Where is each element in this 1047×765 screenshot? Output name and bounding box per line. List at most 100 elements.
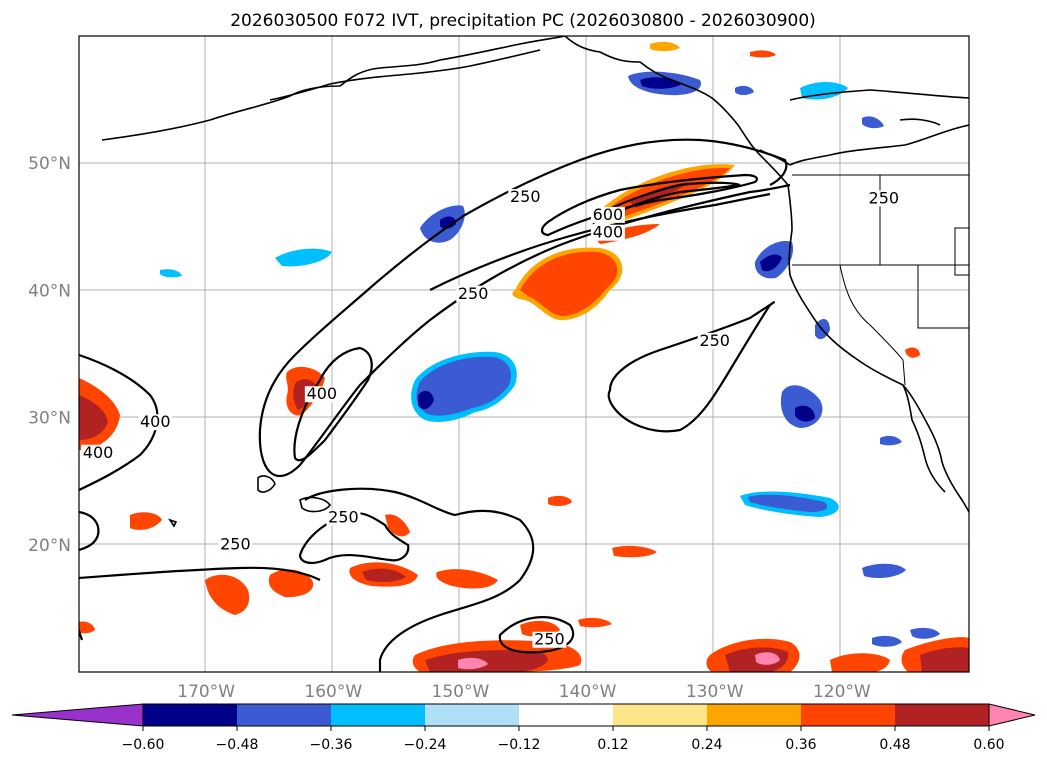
contour-label: 250 xyxy=(869,188,900,207)
contour-label: 400 xyxy=(307,384,338,403)
precip-region xyxy=(920,647,969,672)
precip-region xyxy=(795,405,815,422)
contour-label: 400 xyxy=(140,412,171,431)
colorbar-tick-labels: −0.60 −0.48 −0.36 −0.24 −0.12 0.12 0.24 0.36 0.4… xyxy=(122,726,1005,753)
contour-label: 250 xyxy=(534,630,565,649)
contour-label-bg xyxy=(218,536,253,553)
contour-label-bg xyxy=(138,414,173,431)
precip-region xyxy=(416,356,512,416)
map-background xyxy=(79,36,969,672)
precip-region xyxy=(880,435,902,446)
precip-region xyxy=(268,569,314,598)
lon-tick-label: 150°W xyxy=(432,682,490,702)
precip-region xyxy=(748,494,828,512)
precip-region xyxy=(750,50,776,58)
precip-region xyxy=(275,248,332,267)
precip-region xyxy=(830,653,890,672)
colorbar-tick-label: 0.60 xyxy=(973,737,1004,753)
colorbar-swatch xyxy=(143,704,238,726)
precip-region xyxy=(440,216,456,229)
lon-tick-label: 170°W xyxy=(177,682,235,702)
colorbar-tick-label: −0.12 xyxy=(498,737,541,753)
contour-label: 400 xyxy=(83,443,114,462)
contour-label-bg xyxy=(532,631,567,648)
colorbar-swatch xyxy=(801,704,896,726)
colorbar-swatch xyxy=(331,704,426,726)
colorbar-swatch xyxy=(519,704,614,726)
contour-label-bg xyxy=(81,444,116,461)
colorbar-swatch xyxy=(613,704,708,726)
lat-tick-label: 50°N xyxy=(28,154,71,174)
contour-label: 250 xyxy=(458,284,489,303)
colorbar-swatch xyxy=(895,704,990,726)
precip-region xyxy=(436,569,498,589)
precip-region xyxy=(418,390,434,410)
precip-negative-regions xyxy=(160,71,940,647)
colorbar-tick-label: 0.36 xyxy=(785,737,816,753)
precip-region xyxy=(862,116,884,129)
lon-tick-label: 140°W xyxy=(559,682,617,702)
colorbar-swatch xyxy=(237,704,332,726)
precip-region xyxy=(79,395,108,440)
precip-region xyxy=(650,41,680,52)
precip-region xyxy=(612,545,657,558)
contour-label-bg xyxy=(304,386,339,403)
precip-region xyxy=(872,635,902,647)
contour-label: 250 xyxy=(699,331,730,350)
colorbar-extend-low xyxy=(11,703,144,727)
precip-region xyxy=(578,617,612,628)
coastlines xyxy=(101,36,969,528)
precip-region xyxy=(425,650,548,672)
longitude-labels: 170°W 160°W 150°W 140°W 130°W 120°W xyxy=(177,682,871,702)
precip-region xyxy=(520,251,618,317)
colorbar-frame xyxy=(142,703,990,727)
colorbar-tick-label: 0.12 xyxy=(597,737,628,753)
precip-region xyxy=(760,254,782,272)
contour-label-bg xyxy=(697,332,732,349)
contour-label-bg xyxy=(590,224,625,241)
chart-title: 2026030500 F072 IVT, precipitation PC (2… xyxy=(230,11,816,31)
precip-region xyxy=(385,514,410,537)
colorbar-tick-label: −0.36 xyxy=(310,737,353,753)
colorbar-swatch xyxy=(425,704,520,726)
lat-tick-label: 40°N xyxy=(28,281,71,301)
contour-label-bg xyxy=(590,206,625,223)
colorbar-tick-label: 0.24 xyxy=(691,737,722,753)
precip-region xyxy=(130,512,162,530)
contour-label: 250 xyxy=(510,187,541,206)
contour-label: 600 xyxy=(593,205,624,224)
latitude-labels: 50°N 40°N 30°N 20°N xyxy=(28,154,71,556)
colorbar-tick-label: −0.60 xyxy=(122,737,165,753)
colorbar-tick-label: 0.48 xyxy=(879,737,910,753)
colorbar-tick-label: −0.48 xyxy=(216,737,259,753)
precip-region xyxy=(205,574,250,615)
political-borders xyxy=(792,174,969,386)
contour-label-bg xyxy=(456,285,491,302)
contour-label-bg xyxy=(508,189,543,206)
precip-region xyxy=(160,269,182,278)
precip-region xyxy=(79,621,95,634)
map-frame xyxy=(78,35,970,673)
lon-tick-label: 160°W xyxy=(304,682,362,702)
precip-region xyxy=(735,85,754,95)
lat-tick-label: 30°N xyxy=(28,409,71,429)
lon-tick-label: 120°W xyxy=(813,682,871,702)
precip-region xyxy=(548,495,572,507)
lat-tick-label: 20°N xyxy=(28,536,71,556)
colorbar xyxy=(11,703,1036,727)
colorbar-swatch xyxy=(707,704,802,726)
precip-region xyxy=(910,627,940,639)
contour-label-bg xyxy=(866,190,901,207)
colorbar-extend-high xyxy=(988,703,1036,727)
precip-region xyxy=(362,568,406,582)
contour-label: 250 xyxy=(220,534,251,553)
contour-label-bg xyxy=(326,509,361,526)
precip-region xyxy=(905,347,920,358)
precip-region xyxy=(755,652,780,665)
precip-region xyxy=(458,657,488,670)
contour-label: 400 xyxy=(593,223,624,242)
colorbar-tick-label: −0.24 xyxy=(404,737,447,753)
